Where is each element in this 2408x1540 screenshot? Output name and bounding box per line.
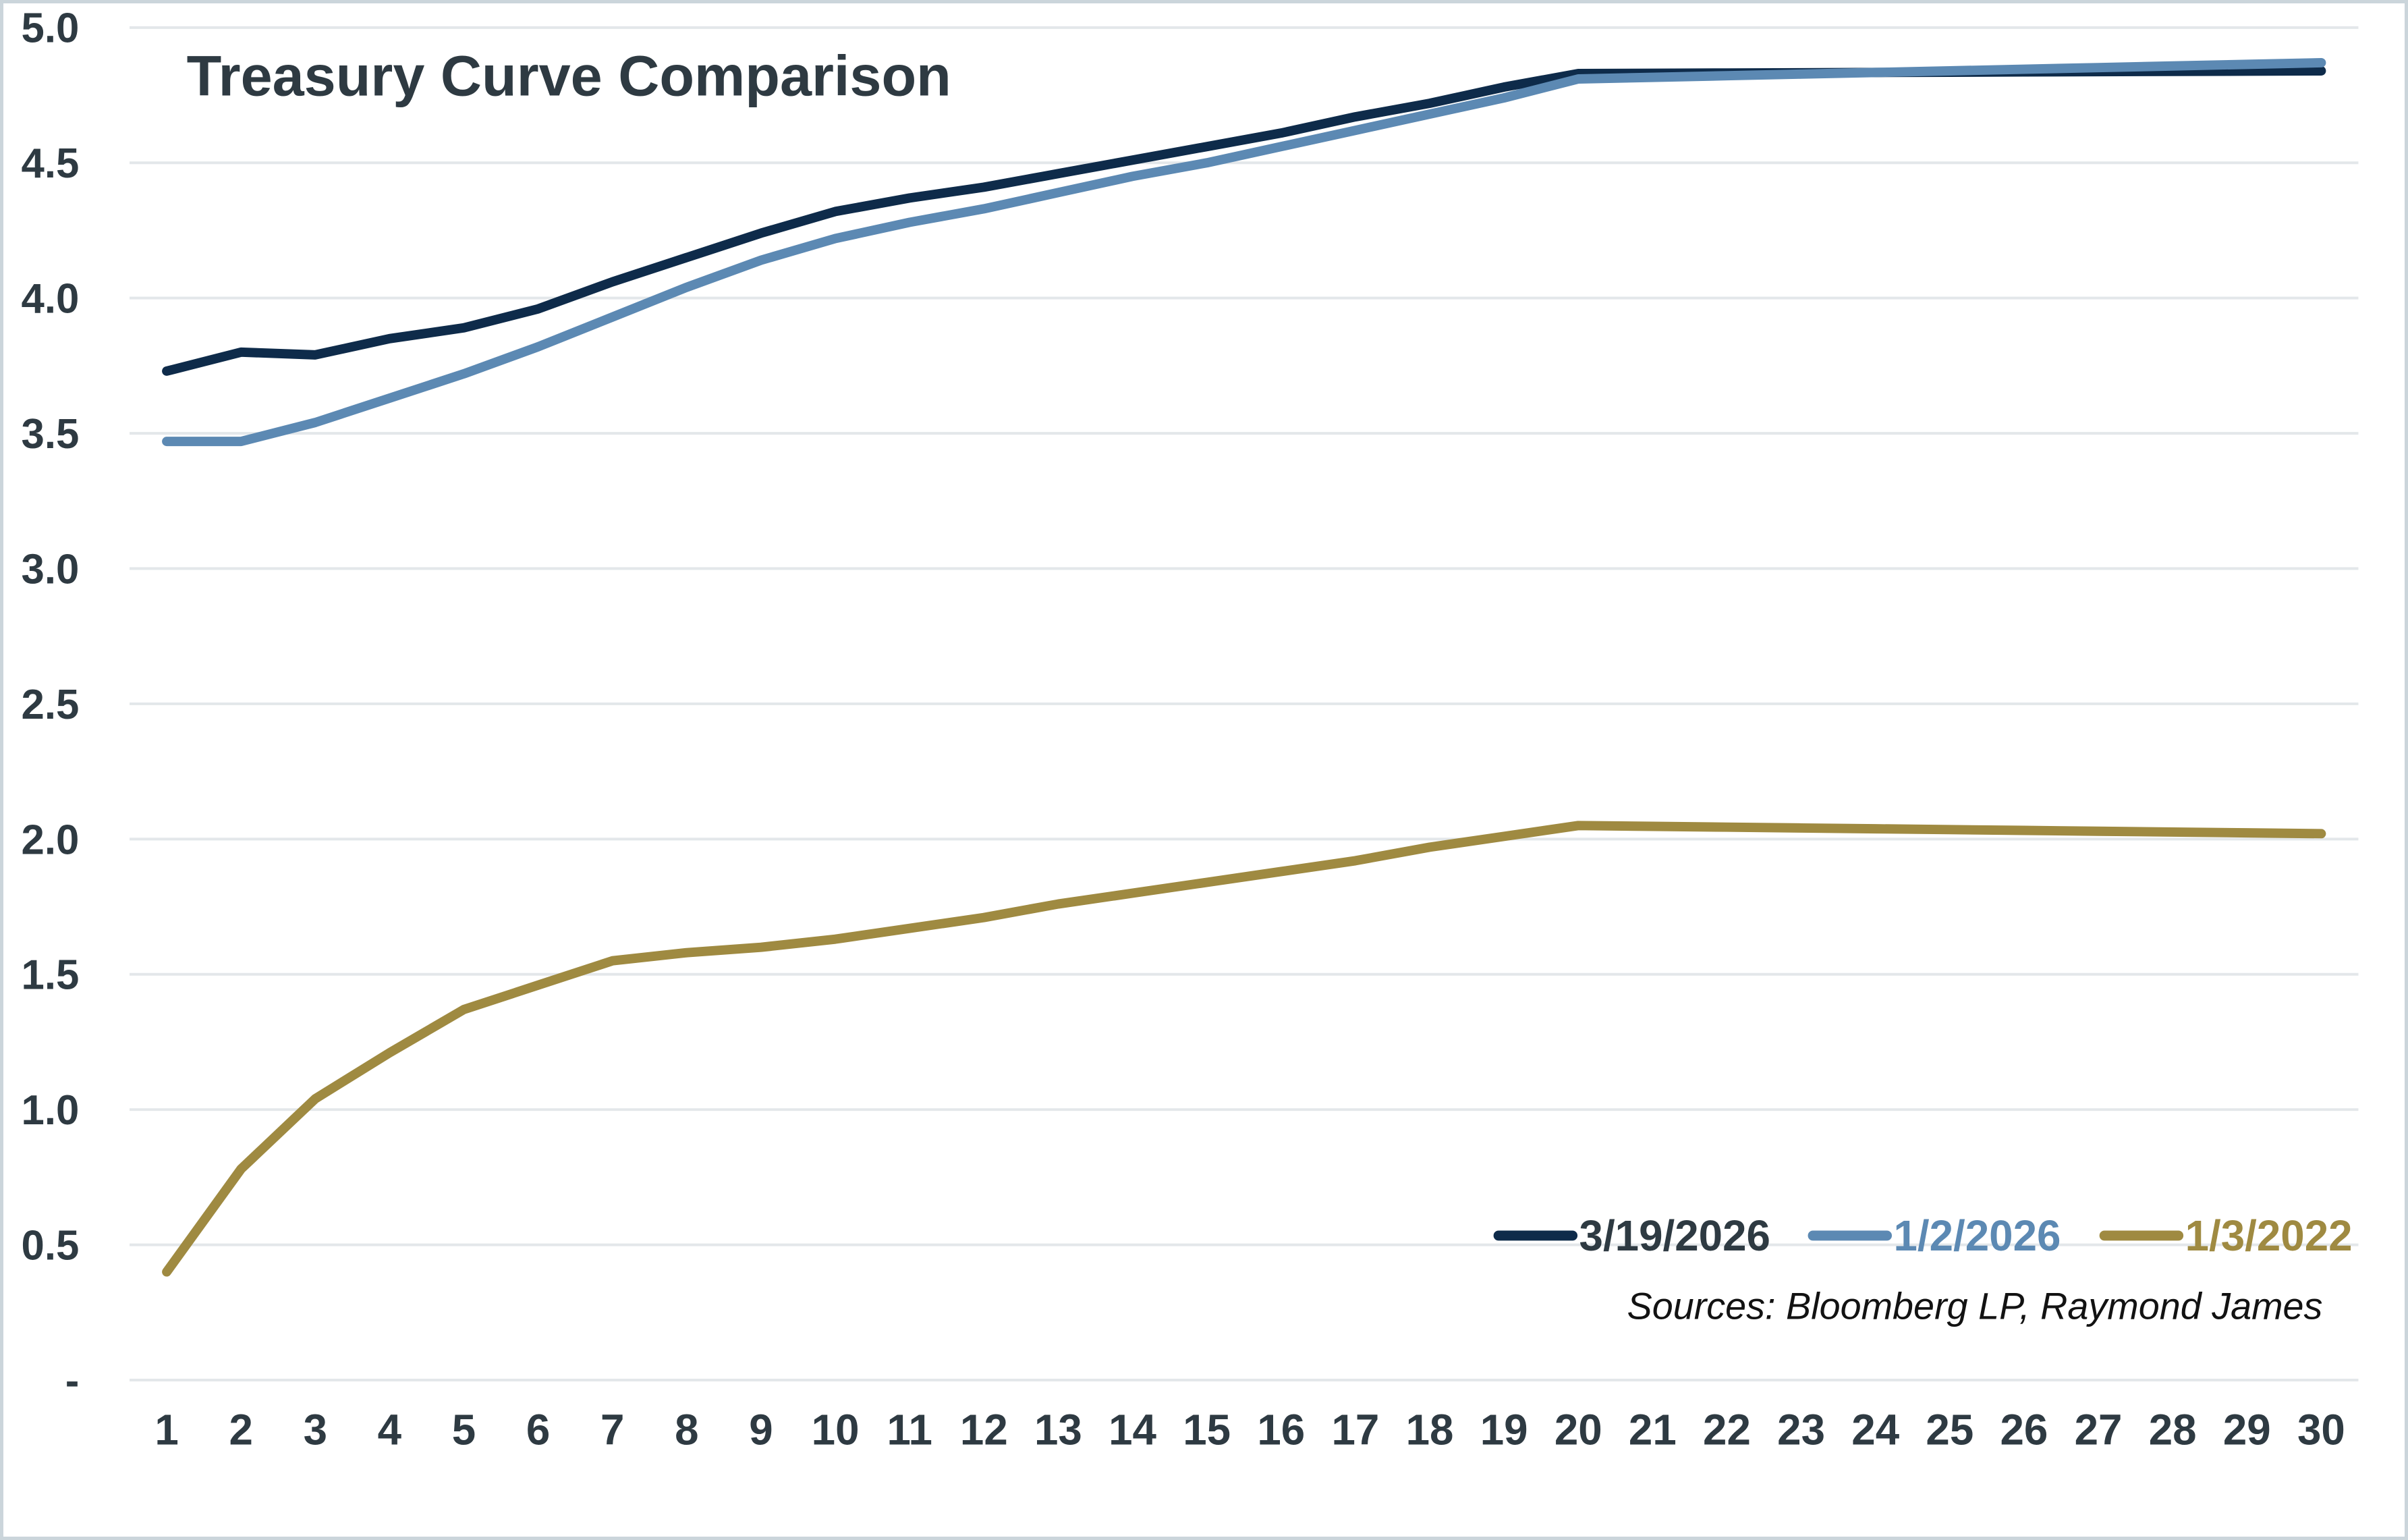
y-axis-tick-label: 2.0 [22, 817, 80, 863]
x-axis-tick-label: 21 [1629, 1406, 1677, 1454]
y-axis-tick-label: 1.0 [22, 1087, 80, 1134]
x-axis-tick-label: 22 [1703, 1406, 1751, 1454]
x-axis-tick-label: 23 [1777, 1406, 1825, 1454]
series-line-1-2-2026 [162, 57, 2326, 447]
x-axis-tick-label: 26 [2000, 1406, 2048, 1454]
series-line-3-19-2026 [162, 66, 2326, 376]
x-axis-tick-label: 8 [675, 1406, 698, 1454]
x-axis-tick-label: 6 [526, 1406, 550, 1454]
legend-label-1-2-2026: 1/2/2026 [1894, 1211, 2061, 1260]
x-axis-tick-label: 25 [1926, 1406, 1973, 1454]
y-axis-tick-label: 5.0 [22, 5, 80, 52]
legend-label-1-3-2022: 1/3/2022 [2185, 1211, 2353, 1260]
x-axis-tick-label: 17 [1331, 1406, 1379, 1454]
series-lines [162, 57, 2326, 1277]
x-axis-tick-label: 5 [452, 1406, 476, 1454]
x-axis-tick-label: 12 [960, 1406, 1008, 1454]
x-axis-tick-label: 16 [1257, 1406, 1305, 1454]
x-axis-tick-label: 18 [1406, 1406, 1454, 1454]
gridlines [130, 26, 2359, 1382]
y-axis-tick-label: 4.5 [22, 140, 80, 187]
x-axis-tick-label: 29 [2223, 1406, 2271, 1454]
y-axis-tick-label: 2.5 [22, 682, 80, 728]
chart-title: Treasury Curve Comparison [187, 43, 951, 107]
x-axis-tick-label: 19 [1480, 1406, 1528, 1454]
x-axis-tick-label: 27 [2075, 1406, 2123, 1454]
x-axis-tick-label: 15 [1183, 1406, 1231, 1454]
x-axis-labels: 1 2 3 4 5 6 7 8 9 10 11 12 13 14 15 16 17 18 19 20 21 22 23 24 2… [155, 1406, 2345, 1454]
y-axis-tick-label: - [65, 1358, 80, 1404]
x-axis-tick-label: 3 [304, 1406, 327, 1454]
source-note: Sources: Bloomberg LP, Raymond James [1627, 1285, 2323, 1327]
y-axis-tick-label: 4.0 [22, 276, 80, 323]
y-axis-labels: - 0.5 1.0 1.5 2.0 2.5 3.0 3.5 4.0 4.5 5.0 [22, 5, 80, 1404]
y-axis-tick-label: 0.5 [22, 1223, 80, 1269]
y-axis-tick-label: 3.5 [22, 411, 80, 458]
x-axis-tick-label: 4 [378, 1406, 402, 1454]
y-axis-tick-label: 3.0 [22, 546, 80, 593]
x-axis-tick-label: 10 [812, 1406, 860, 1454]
x-axis-tick-label: 11 [887, 1406, 932, 1454]
x-axis-tick-label: 30 [2297, 1406, 2345, 1454]
x-axis-tick-label: 9 [749, 1406, 773, 1454]
x-axis-tick-label: 14 [1109, 1406, 1156, 1454]
x-axis-tick-label: 7 [600, 1406, 624, 1454]
x-axis-tick-label: 2 [229, 1406, 252, 1454]
x-axis-tick-label: 20 [1555, 1406, 1602, 1454]
legend-label-3-19-2026: 3/19/2026 [1579, 1211, 1770, 1260]
x-axis-tick-label: 28 [2149, 1406, 2197, 1454]
x-axis-tick-label: 24 [1851, 1406, 1899, 1454]
y-axis-tick-label: 1.5 [22, 952, 80, 999]
x-axis-tick-label: 13 [1034, 1406, 1082, 1454]
x-axis-tick-label: 1 [155, 1406, 178, 1454]
legend: 3/19/2026 1/2/2026 1/3/2022 [1493, 1211, 2353, 1260]
series-line-1-3-2022 [162, 821, 2326, 1277]
